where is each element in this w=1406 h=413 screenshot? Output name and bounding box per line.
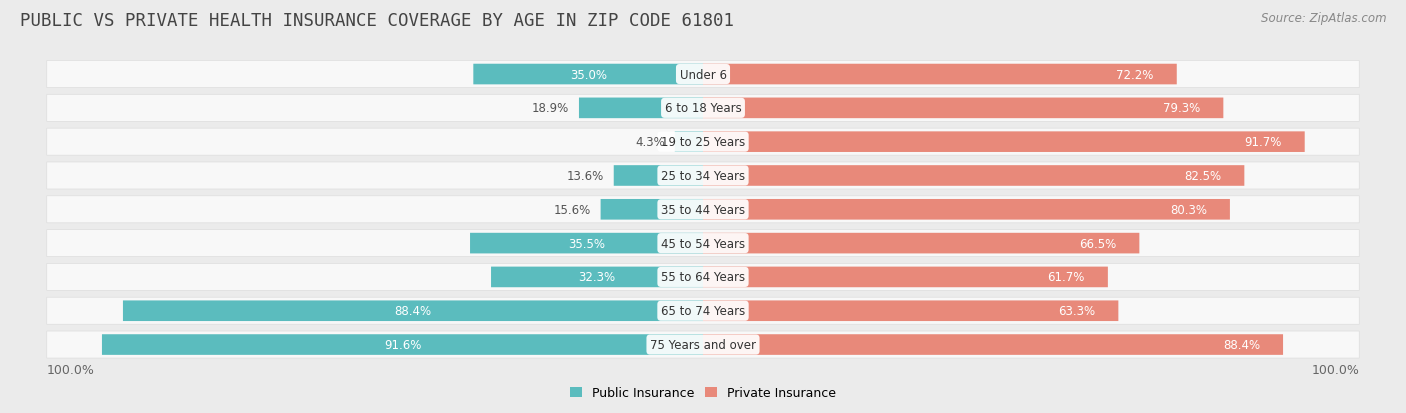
FancyBboxPatch shape (103, 335, 703, 355)
Text: 100.0%: 100.0% (1312, 363, 1360, 377)
Text: 25 to 34 Years: 25 to 34 Years (661, 170, 745, 183)
FancyBboxPatch shape (46, 230, 1360, 257)
FancyBboxPatch shape (703, 301, 1118, 321)
Text: 55 to 64 Years: 55 to 64 Years (661, 271, 745, 284)
Text: 65 to 74 Years: 65 to 74 Years (661, 304, 745, 318)
Text: 4.3%: 4.3% (636, 136, 665, 149)
Text: 19 to 25 Years: 19 to 25 Years (661, 136, 745, 149)
FancyBboxPatch shape (703, 335, 1284, 355)
FancyBboxPatch shape (579, 98, 703, 119)
FancyBboxPatch shape (703, 166, 1244, 186)
Legend: Public Insurance, Private Insurance: Public Insurance, Private Insurance (565, 381, 841, 404)
FancyBboxPatch shape (614, 166, 703, 186)
Text: PUBLIC VS PRIVATE HEALTH INSURANCE COVERAGE BY AGE IN ZIP CODE 61801: PUBLIC VS PRIVATE HEALTH INSURANCE COVER… (20, 12, 734, 30)
FancyBboxPatch shape (122, 301, 703, 321)
FancyBboxPatch shape (703, 132, 1305, 153)
FancyBboxPatch shape (46, 297, 1360, 325)
Text: 79.3%: 79.3% (1163, 102, 1201, 115)
FancyBboxPatch shape (703, 233, 1139, 254)
Text: 82.5%: 82.5% (1184, 170, 1222, 183)
Text: 35.0%: 35.0% (569, 69, 606, 81)
FancyBboxPatch shape (491, 267, 703, 287)
Text: 18.9%: 18.9% (531, 102, 569, 115)
Text: 15.6%: 15.6% (554, 203, 591, 216)
Text: 45 to 54 Years: 45 to 54 Years (661, 237, 745, 250)
FancyBboxPatch shape (703, 98, 1223, 119)
FancyBboxPatch shape (474, 64, 703, 85)
Text: 72.2%: 72.2% (1116, 69, 1154, 81)
Text: 35 to 44 Years: 35 to 44 Years (661, 203, 745, 216)
FancyBboxPatch shape (675, 132, 703, 153)
Text: 80.3%: 80.3% (1170, 203, 1206, 216)
FancyBboxPatch shape (46, 163, 1360, 190)
Text: 13.6%: 13.6% (567, 170, 605, 183)
Text: 66.5%: 66.5% (1080, 237, 1116, 250)
FancyBboxPatch shape (600, 199, 703, 220)
Text: 91.7%: 91.7% (1244, 136, 1282, 149)
FancyBboxPatch shape (46, 264, 1360, 291)
FancyBboxPatch shape (46, 129, 1360, 156)
Text: 61.7%: 61.7% (1047, 271, 1085, 284)
FancyBboxPatch shape (46, 95, 1360, 122)
FancyBboxPatch shape (46, 331, 1360, 358)
FancyBboxPatch shape (703, 267, 1108, 287)
Text: 35.5%: 35.5% (568, 237, 605, 250)
FancyBboxPatch shape (703, 199, 1230, 220)
Text: Under 6: Under 6 (679, 69, 727, 81)
Text: Source: ZipAtlas.com: Source: ZipAtlas.com (1261, 12, 1386, 25)
FancyBboxPatch shape (46, 196, 1360, 223)
Text: 100.0%: 100.0% (46, 363, 94, 377)
FancyBboxPatch shape (703, 64, 1177, 85)
Text: 63.3%: 63.3% (1059, 304, 1095, 318)
Text: 6 to 18 Years: 6 to 18 Years (665, 102, 741, 115)
Text: 32.3%: 32.3% (578, 271, 616, 284)
Text: 88.4%: 88.4% (395, 304, 432, 318)
FancyBboxPatch shape (46, 62, 1360, 88)
Text: 88.4%: 88.4% (1223, 338, 1260, 351)
FancyBboxPatch shape (470, 233, 703, 254)
Text: 91.6%: 91.6% (384, 338, 422, 351)
Text: 75 Years and over: 75 Years and over (650, 338, 756, 351)
